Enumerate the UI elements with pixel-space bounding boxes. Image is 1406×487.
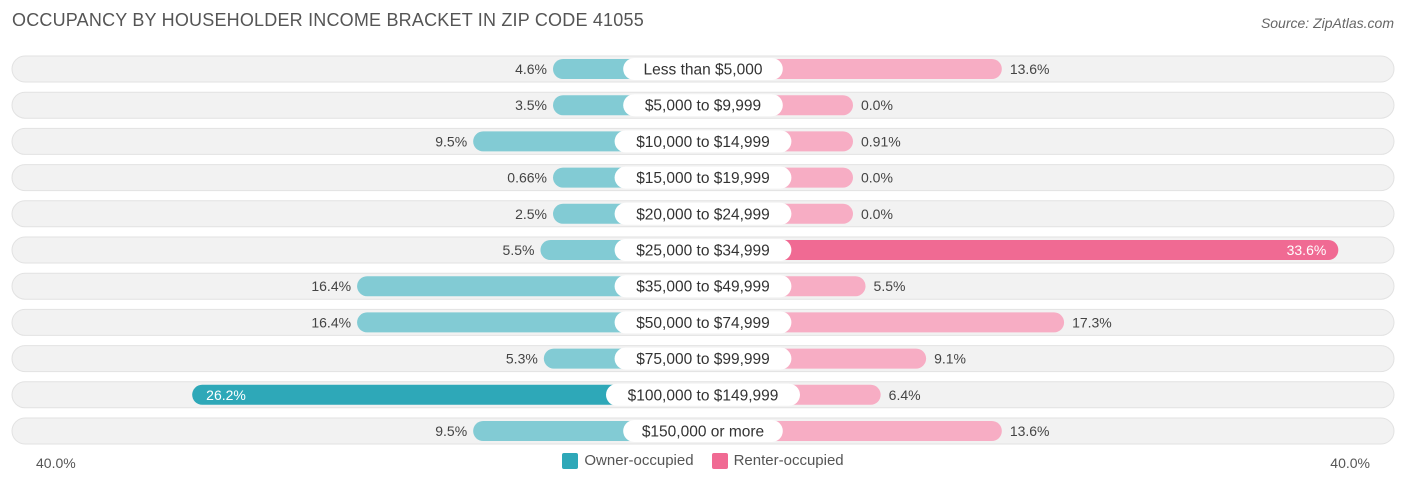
legend-swatch-renter <box>711 452 728 469</box>
category-label-bg <box>614 166 792 189</box>
axis-right-label: 40.0% <box>1330 455 1370 471</box>
diverging-bar-chart: Less than $5,000 4.6% 13.6% $5,000 to $9,99… <box>11 55 1395 445</box>
renter-bar <box>703 312 1065 333</box>
owner-value-label: 3.5% <box>515 97 547 113</box>
axis-left-label: 40.0% <box>36 455 76 471</box>
renter-value-label: 0.0% <box>861 97 893 113</box>
category-label: $35,000 to $49,999 <box>636 279 770 296</box>
renter-bar <box>703 240 1339 260</box>
legend-item-owner: Owner-occupied <box>562 452 694 469</box>
category-label: $10,000 to $14,999 <box>636 134 770 151</box>
category-label: $75,000 to $99,999 <box>636 351 770 368</box>
owner-value-label: 16.4% <box>311 278 351 294</box>
legend: Owner-occupied Renter-occupied <box>0 452 1406 469</box>
chart-source: Source: ZipAtlas.com <box>1260 15 1394 31</box>
owner-value-label: 9.5% <box>435 423 467 439</box>
category-label: $5,000 to $9,999 <box>645 98 761 115</box>
legend-item-renter: Renter-occupied <box>711 452 844 469</box>
renter-value-label: 0.0% <box>861 170 893 186</box>
renter-value-label: 9.1% <box>934 351 966 367</box>
category-label: $100,000 to $149,999 <box>628 387 779 404</box>
renter-value-label: 13.6% <box>1010 423 1050 439</box>
category-label: $50,000 to $74,999 <box>636 315 770 332</box>
category-label-bg <box>614 347 792 370</box>
renter-value-label: 6.4% <box>889 387 921 403</box>
category-label-bg <box>614 311 792 334</box>
renter-value-label: 17.3% <box>1072 314 1112 330</box>
category-label-bg <box>606 383 800 406</box>
renter-value-label: 0.0% <box>861 206 893 222</box>
owner-value-label: 5.5% <box>503 242 535 258</box>
legend-label-renter: Renter-occupied <box>733 452 844 469</box>
category-label: $15,000 to $19,999 <box>636 170 770 187</box>
renter-value-label: 13.6% <box>1010 61 1050 77</box>
category-label: $20,000 to $24,999 <box>636 206 770 223</box>
owner-value-label: 26.2% <box>206 387 246 403</box>
category-label: $150,000 or more <box>642 424 764 441</box>
renter-value-label: 33.6% <box>1287 242 1327 258</box>
category-label-bg <box>614 202 792 225</box>
owner-value-label: 2.5% <box>515 206 547 222</box>
category-label-bg <box>623 94 783 117</box>
owner-value-label: 4.6% <box>515 61 547 77</box>
renter-value-label: 0.91% <box>861 133 901 149</box>
owner-value-label: 9.5% <box>435 133 467 149</box>
category-label-bg <box>614 239 792 261</box>
legend-swatch-owner <box>562 452 579 469</box>
category-label-bg <box>623 58 783 80</box>
chart-title: OCCUPANCY BY HOUSEHOLDER INCOME BRACKET … <box>12 10 644 30</box>
category-label-bg <box>614 130 792 153</box>
category-label: $25,000 to $34,999 <box>636 243 770 260</box>
category-label: Less than $5,000 <box>644 62 763 79</box>
legend-label-owner: Owner-occupied <box>584 452 694 469</box>
owner-value-label: 16.4% <box>311 314 351 330</box>
renter-value-label: 5.5% <box>874 278 906 294</box>
owner-bar <box>192 384 703 405</box>
category-label-bg <box>614 275 792 298</box>
owner-value-label: 5.3% <box>506 351 538 367</box>
category-label-bg <box>623 420 783 442</box>
owner-value-label: 0.66% <box>507 170 547 186</box>
